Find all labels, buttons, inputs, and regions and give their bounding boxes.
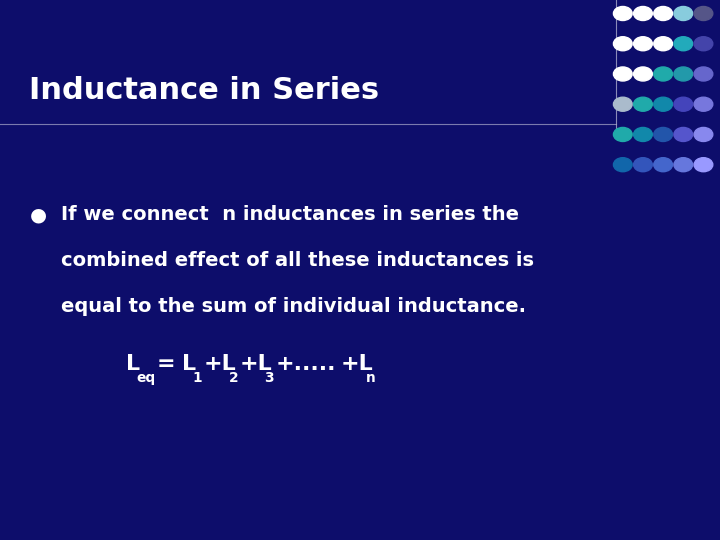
Circle shape	[634, 127, 652, 141]
Circle shape	[613, 37, 632, 51]
Text: combined effect of all these inductances is: combined effect of all these inductances…	[61, 251, 534, 270]
Circle shape	[613, 97, 632, 111]
Circle shape	[694, 67, 713, 81]
Circle shape	[654, 97, 672, 111]
Circle shape	[613, 6, 632, 21]
Text: +.....: +.....	[275, 354, 336, 374]
Circle shape	[613, 127, 632, 141]
Text: +L: +L	[203, 354, 236, 374]
Text: =: =	[157, 354, 175, 374]
Circle shape	[634, 158, 652, 172]
Circle shape	[694, 127, 713, 141]
Circle shape	[654, 6, 672, 21]
Text: 1: 1	[193, 371, 202, 385]
Circle shape	[613, 158, 632, 172]
Circle shape	[694, 6, 713, 21]
Text: n: n	[365, 371, 375, 385]
Circle shape	[694, 97, 713, 111]
Text: ●: ●	[30, 205, 48, 224]
Circle shape	[674, 67, 693, 81]
Text: If we connect  n inductances in series the: If we connect n inductances in series th…	[61, 205, 519, 224]
Circle shape	[674, 97, 693, 111]
Circle shape	[694, 158, 713, 172]
Text: equal to the sum of individual inductance.: equal to the sum of individual inductanc…	[61, 297, 526, 316]
Text: +L: +L	[239, 354, 272, 374]
Circle shape	[634, 37, 652, 51]
Text: 3: 3	[265, 371, 274, 385]
Circle shape	[613, 67, 632, 81]
Circle shape	[674, 127, 693, 141]
Text: L: L	[126, 354, 140, 374]
Text: +L: +L	[340, 354, 373, 374]
Circle shape	[674, 37, 693, 51]
Circle shape	[654, 67, 672, 81]
Circle shape	[674, 6, 693, 21]
Text: L: L	[181, 354, 196, 374]
Circle shape	[654, 158, 672, 172]
Circle shape	[634, 67, 652, 81]
Circle shape	[694, 37, 713, 51]
Circle shape	[654, 127, 672, 141]
Circle shape	[634, 97, 652, 111]
Circle shape	[674, 158, 693, 172]
Text: 2: 2	[228, 371, 238, 385]
Text: Inductance in Series: Inductance in Series	[29, 76, 379, 105]
Circle shape	[634, 6, 652, 21]
Circle shape	[654, 37, 672, 51]
Text: eq: eq	[137, 371, 156, 385]
